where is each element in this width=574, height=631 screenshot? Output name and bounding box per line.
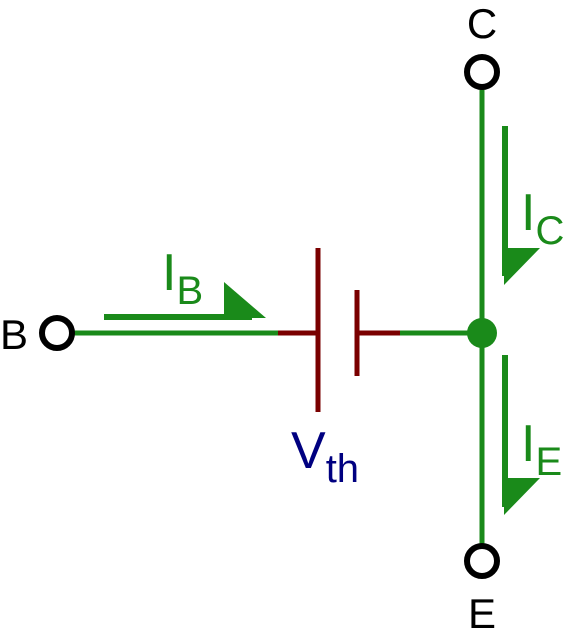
junction-node (467, 318, 497, 348)
base-current-symbol: I (162, 244, 176, 302)
source-symbol: V (291, 422, 326, 480)
collector-current-arrow (502, 126, 540, 285)
emitter-current-symbol: I (521, 415, 535, 473)
collector-label: C (467, 0, 497, 47)
collector-current-label: IC (521, 184, 564, 253)
base-terminal (39, 315, 75, 351)
base-label: B (0, 311, 28, 358)
source-label: Vth (291, 422, 359, 491)
collector-current-subscript: C (535, 209, 564, 253)
emitter-current-arrow (502, 355, 540, 515)
base-current-arrow (104, 282, 266, 320)
collector-terminal (464, 54, 500, 90)
emitter-terminal (464, 543, 500, 579)
base-current-subscript: B (176, 269, 203, 313)
base-current-label: IB (162, 244, 203, 313)
emitter-current-label: IE (521, 415, 562, 484)
emitter-label: E (468, 590, 496, 631)
collector-current-symbol: I (521, 184, 535, 242)
source-subscript: th (326, 447, 359, 491)
battery-symbol (278, 248, 400, 412)
emitter-current-subscript: E (535, 440, 562, 484)
